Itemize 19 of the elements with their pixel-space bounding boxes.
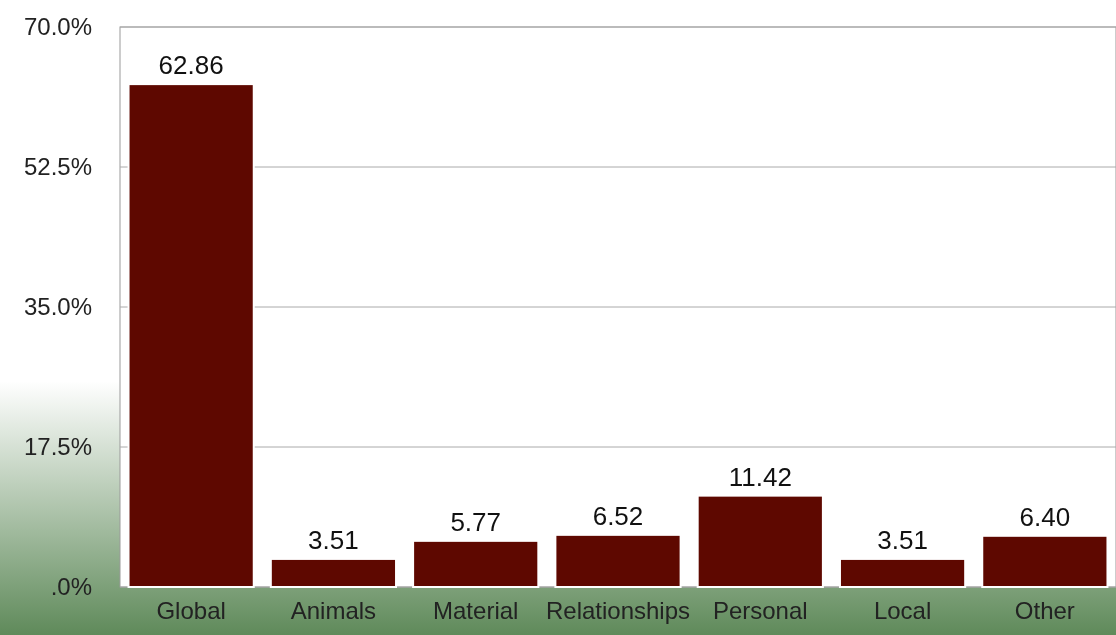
data-label: 6.52 bbox=[592, 500, 644, 531]
data-label: 5.77 bbox=[450, 506, 502, 537]
data-label: 3.51 bbox=[308, 524, 359, 555]
y-tick-label: 70.0% bbox=[23, 13, 92, 41]
x-tick-label: Personal bbox=[712, 597, 808, 624]
x-tick-label: Material bbox=[433, 597, 519, 624]
data-label: 62.86 bbox=[158, 50, 224, 81]
x-tick-label: Global bbox=[156, 597, 226, 624]
y-tick-label: .0% bbox=[50, 573, 92, 601]
data-label: 3.51 bbox=[877, 524, 928, 555]
data-label: 11.42 bbox=[728, 461, 792, 492]
y-tick-label: 17.5% bbox=[23, 433, 92, 461]
x-tick-label: Local bbox=[873, 597, 932, 624]
data-label: 6.40 bbox=[1019, 501, 1071, 532]
x-tick-label: Relationships bbox=[545, 597, 691, 624]
y-tick-label: 52.5% bbox=[23, 153, 92, 181]
x-tick-label: Animals bbox=[290, 597, 377, 624]
y-tick-label: 35.0% bbox=[23, 293, 92, 321]
x-tick-label: Other bbox=[1014, 597, 1075, 624]
